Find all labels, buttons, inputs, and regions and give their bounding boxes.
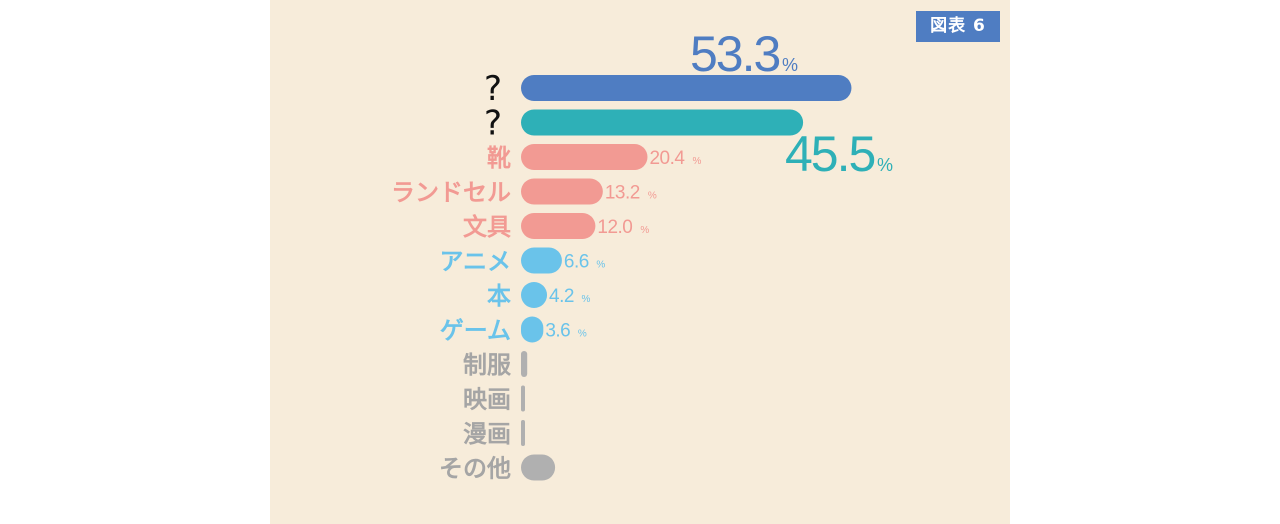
figure-number-badge: 図表 6 bbox=[916, 11, 1000, 42]
category-label-7: ゲーム bbox=[440, 317, 511, 345]
category-label-6: 本 bbox=[487, 282, 511, 310]
value-label-3: 13.2 bbox=[605, 183, 640, 204]
percent-sign-0: % bbox=[782, 55, 798, 75]
bar-2 bbox=[521, 144, 648, 170]
bar-3 bbox=[521, 178, 603, 205]
bar-8 bbox=[521, 351, 528, 377]
category-label-0: ? bbox=[484, 69, 502, 109]
category-label-9: 映画 bbox=[463, 386, 511, 414]
category-label-1: ? bbox=[484, 104, 502, 144]
bar-5 bbox=[521, 247, 562, 274]
category-label-3: ランドセル bbox=[391, 179, 511, 207]
category-label-4: 文具 bbox=[463, 213, 511, 241]
bar-0 bbox=[521, 75, 852, 101]
percent-sign-7: % bbox=[578, 329, 587, 340]
percent-sign-6: % bbox=[582, 294, 591, 305]
percent-sign-5: % bbox=[596, 260, 605, 271]
value-label-1: 45.5 bbox=[785, 126, 875, 182]
percent-sign-3: % bbox=[648, 191, 657, 202]
percent-sign-1: % bbox=[877, 155, 893, 175]
value-label-4: 12.0 bbox=[597, 217, 632, 238]
value-label-6: 4.2 bbox=[549, 286, 574, 307]
category-label-11: その他 bbox=[439, 455, 511, 483]
bar-9 bbox=[521, 385, 525, 412]
category-label-5: アニメ bbox=[439, 248, 511, 276]
percent-sign-2: % bbox=[692, 156, 701, 167]
value-label-0: 53.3 bbox=[690, 26, 780, 82]
bar-11 bbox=[521, 454, 556, 481]
bar-7 bbox=[521, 316, 544, 343]
category-label-10: 漫画 bbox=[463, 420, 511, 448]
value-label-5: 6.6 bbox=[564, 252, 589, 273]
value-label-7: 3.6 bbox=[545, 321, 570, 342]
percent-sign-4: % bbox=[640, 225, 649, 236]
value-label-2: 20.4 bbox=[649, 148, 685, 169]
bar-1 bbox=[521, 109, 804, 136]
bar-6 bbox=[521, 282, 548, 308]
bar-4 bbox=[521, 213, 596, 239]
category-label-8: 制服 bbox=[463, 351, 512, 379]
bar-10 bbox=[521, 420, 525, 446]
category-label-2: 靴 bbox=[487, 144, 511, 172]
